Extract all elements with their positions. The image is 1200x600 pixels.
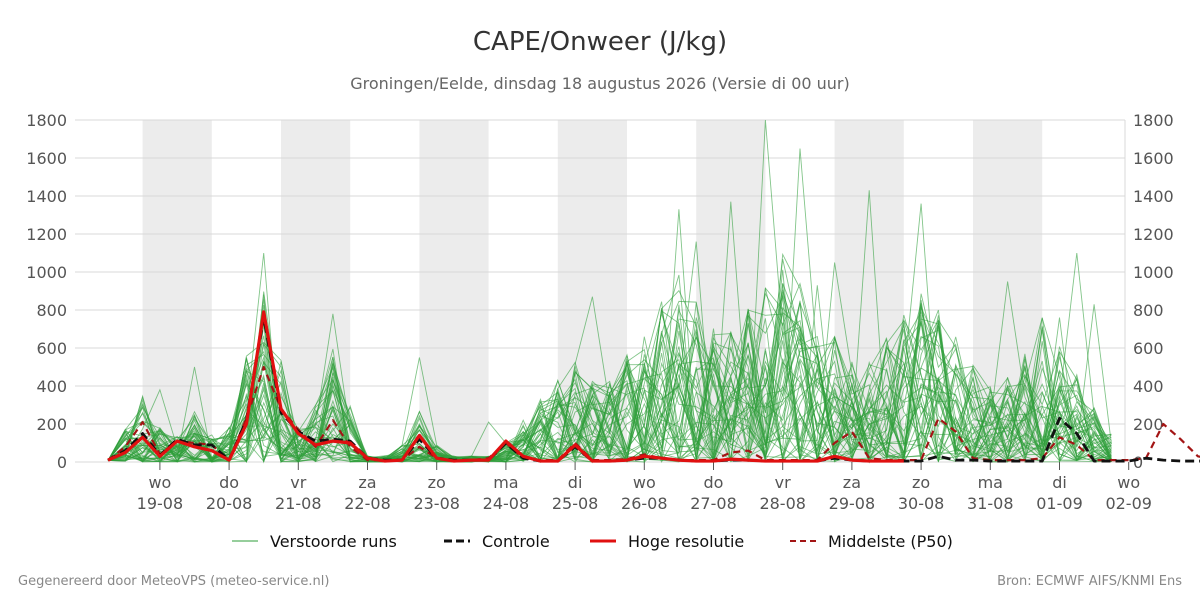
x-tick-date: 19-08: [137, 494, 184, 513]
x-tick-date: 20-08: [206, 494, 253, 513]
y-tick-label-right: 600: [1133, 339, 1164, 358]
y-tick-label-right: 400: [1133, 377, 1164, 396]
x-tick-day: do: [219, 473, 239, 492]
footer-source: Bron: ECMWF AIFS/KNMI Ens: [997, 574, 1182, 589]
ensemble-run-line: [107, 317, 1112, 463]
y-axis-left: 0 200 400 600 800 1000 1200 1400 1600 1800: [26, 111, 67, 472]
x-tick-date: 24-08: [483, 494, 530, 513]
high-res-line: [107, 310, 904, 463]
x-axis: wo 19-08 do 20-08 vr 21-08 za 22-08 zo 23-08 ma 24-…: [137, 462, 1152, 513]
chart-title: CAPE/Onweer (J/kg): [473, 27, 727, 57]
y-tick-label-right: 1600: [1133, 149, 1174, 168]
x-tick-date: 28-08: [759, 494, 806, 513]
chart-subtitle: Groningen/Eelde, dinsdag 18 augustus 202…: [350, 74, 850, 93]
y-tick-label-left: 800: [36, 301, 67, 320]
y-tick-label-left: 1800: [26, 111, 67, 130]
x-tick-date: 01-09: [1036, 494, 1083, 513]
x-tick-day: di: [1052, 473, 1067, 492]
x-tick-day: za: [843, 473, 861, 492]
y-tick-label-right: 0: [1133, 453, 1143, 472]
y-tick-label-left: 600: [36, 339, 67, 358]
weekend-band: [419, 120, 489, 462]
x-tick-date: 31-08: [967, 494, 1014, 513]
legend: Verstoorde runs Controle Hoge resolutie …: [232, 532, 953, 551]
y-tick-label-right: 800: [1133, 301, 1164, 320]
x-tick-day: zo: [912, 473, 930, 492]
x-tick-day: di: [568, 473, 583, 492]
footer-generated: Gegenereerd door MeteoVPS (meteo-service…: [18, 574, 329, 589]
y-tick-label-left: 0: [57, 453, 67, 472]
y-tick-label-left: 1200: [26, 225, 67, 244]
x-tick-day: wo: [1117, 473, 1140, 492]
weekend-band: [142, 120, 212, 462]
ensemble-run-line: [107, 339, 1112, 463]
y-tick-label-right: 200: [1133, 415, 1164, 434]
x-tick-day: ma: [978, 473, 1003, 492]
x-tick-date: 02-09: [1105, 494, 1152, 513]
y-tick-label-left: 1600: [26, 149, 67, 168]
ensemble-run-line: [107, 326, 1112, 463]
y-tick-label-right: 1400: [1133, 187, 1174, 206]
legend-highres-label: Hoge resolutie: [628, 532, 744, 551]
x-tick-day: ma: [493, 473, 518, 492]
x-tick-day: vr: [775, 473, 791, 492]
x-tick-day: wo: [633, 473, 656, 492]
x-tick-date: 25-08: [552, 494, 599, 513]
y-tick-label-left: 1000: [26, 263, 67, 282]
x-tick-day: za: [358, 473, 376, 492]
legend-control-label: Controle: [482, 532, 550, 551]
ensemble-run-line: [107, 269, 1112, 463]
x-tick-day: vr: [290, 473, 306, 492]
x-tick-date: 22-08: [344, 494, 391, 513]
y-tick-label-left: 200: [36, 415, 67, 434]
y-tick-label-right: 1000: [1133, 263, 1174, 282]
x-tick-date: 23-08: [413, 494, 460, 513]
x-tick-date: 27-08: [690, 494, 737, 513]
y-tick-label-right: 1200: [1133, 225, 1174, 244]
x-tick-day: wo: [148, 473, 171, 492]
legend-ensemble-label: Verstoorde runs: [270, 532, 397, 551]
ensemble-run-line: [107, 336, 1112, 463]
ensemble-run-line: [107, 289, 1112, 463]
ensemble-run-line: [107, 295, 1112, 464]
x-tick-date: 26-08: [621, 494, 668, 513]
legend-median-label: Middelste (P50): [828, 532, 953, 551]
y-tick-label-left: 1400: [26, 187, 67, 206]
x-tick-date: 29-08: [829, 494, 876, 513]
x-tick-date: 30-08: [898, 494, 945, 513]
x-tick-day: zo: [428, 473, 446, 492]
x-tick-date: 21-08: [275, 494, 322, 513]
x-tick-day: do: [704, 473, 724, 492]
ensemble-run-line: [107, 335, 1112, 463]
main-series: [107, 310, 1200, 463]
y-tick-label-right: 1800: [1133, 111, 1174, 130]
y-axis-right: 0 200 400 600 800 1000 1200 1400 1600 1800: [1133, 111, 1174, 472]
y-tick-label-left: 400: [36, 377, 67, 396]
